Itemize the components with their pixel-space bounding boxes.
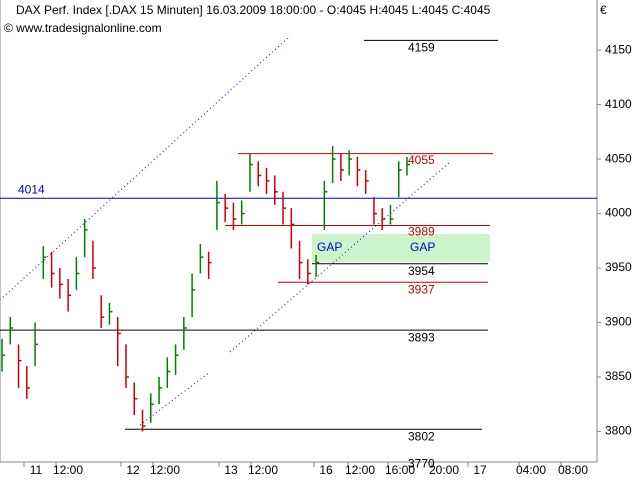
- level-label: 4159: [408, 40, 435, 54]
- x-tick-label: 12:00: [345, 463, 375, 477]
- x-tick-label: 16:00: [385, 463, 415, 477]
- level-label: 3989: [408, 225, 435, 239]
- trend-channel: [0, 35, 451, 426]
- x-tick-label: 08:00: [558, 463, 588, 477]
- x-tick-label: 12: [126, 463, 140, 477]
- y-tick-label: 4150: [605, 42, 632, 56]
- x-tick-label: 13: [224, 463, 238, 477]
- x-tick-label: 11: [30, 463, 43, 477]
- y-tick-label: 3950: [605, 260, 632, 274]
- x-tick-label: 20:00: [429, 463, 459, 477]
- gap-zone: [312, 234, 490, 262]
- y-tick-label: 3900: [605, 315, 632, 329]
- level-label: 3937: [408, 282, 435, 296]
- y-tick-label: 3800: [605, 424, 632, 438]
- x-tick-label: 12:00: [150, 463, 180, 477]
- level-label: 3893: [408, 330, 435, 344]
- x-tick-label: 16: [319, 463, 333, 477]
- currency: €: [600, 3, 607, 17]
- chart-title: DAX Perf. Index [.DAX 15 Minuten] 16.03.…: [16, 3, 491, 17]
- level-label: 3802: [408, 429, 435, 443]
- y-tick-label: 4100: [605, 97, 632, 111]
- x-tick-label: 12:00: [53, 463, 83, 477]
- level-label: 3954: [408, 264, 435, 278]
- level-label: 4055: [408, 153, 435, 167]
- x-tick-label: 12:00: [248, 463, 278, 477]
- y-tick-label: 4000: [605, 206, 632, 220]
- x-tick-label: 04:00: [516, 463, 546, 477]
- y-tick-label: 4050: [605, 151, 632, 165]
- level-label: 3770: [408, 456, 435, 470]
- copyright: © www.tradesignalonline.com: [4, 21, 162, 35]
- x-tick-label: 17: [473, 463, 487, 477]
- gap-label: GAP: [410, 240, 435, 254]
- level-label: 4014: [18, 182, 45, 196]
- y-tick-label: 3850: [605, 369, 632, 383]
- gap-label: GAP: [317, 240, 342, 254]
